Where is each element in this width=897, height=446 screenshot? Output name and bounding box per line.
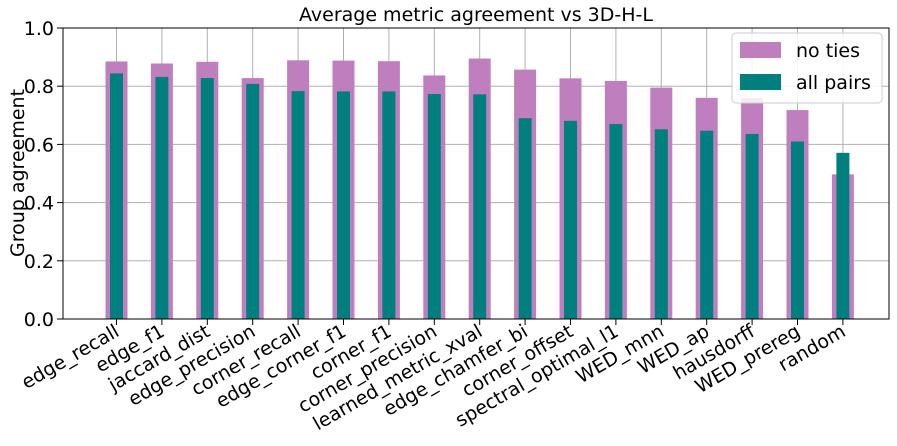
y-tick-label: 0.8 <box>24 76 54 98</box>
chart-title: Average metric agreement vs 3D-H-L <box>299 4 653 26</box>
bar-all-pairs <box>427 94 441 319</box>
bar-all-pairs <box>791 141 804 319</box>
bar-all-pairs <box>246 83 260 319</box>
bar-all-pairs <box>200 78 214 319</box>
bar-all-pairs <box>382 91 396 319</box>
y-axis: 0.0 0.2 0.4 0.6 0.8 1.0 <box>24 18 63 331</box>
y-tick-label: 0.6 <box>24 134 54 156</box>
bar-all-pairs <box>291 91 305 319</box>
bar-all-pairs <box>836 152 850 319</box>
bar-all-pairs <box>700 130 714 319</box>
bar-all-pairs <box>564 120 577 319</box>
y-tick-label: 0.2 <box>24 251 54 273</box>
y-tick-label: 0.0 <box>24 309 54 331</box>
legend-swatch-no-ties <box>740 42 781 58</box>
bar-all-pairs <box>337 91 350 319</box>
plot-frame <box>62 27 890 320</box>
legend-label-all-pairs: all pairs <box>796 72 871 94</box>
bar-all-pairs <box>155 76 169 319</box>
bar-all-pairs <box>110 73 123 320</box>
legend-swatch-all-pairs <box>740 74 781 90</box>
bar-all-pairs <box>609 124 623 319</box>
bar-all-pairs <box>745 133 759 319</box>
y-tick-label: 0.4 <box>24 193 54 215</box>
y-axis-label: Group agreement <box>7 89 29 257</box>
bars-layer <box>105 58 854 320</box>
y-tick-label: 1.0 <box>24 18 54 40</box>
bar-all-pairs <box>518 118 532 320</box>
bar-all-pairs <box>473 94 487 320</box>
legend: no ties all pairs <box>731 32 883 104</box>
bar-all-pairs <box>654 129 668 319</box>
legend-label-no-ties: no ties <box>796 40 860 62</box>
